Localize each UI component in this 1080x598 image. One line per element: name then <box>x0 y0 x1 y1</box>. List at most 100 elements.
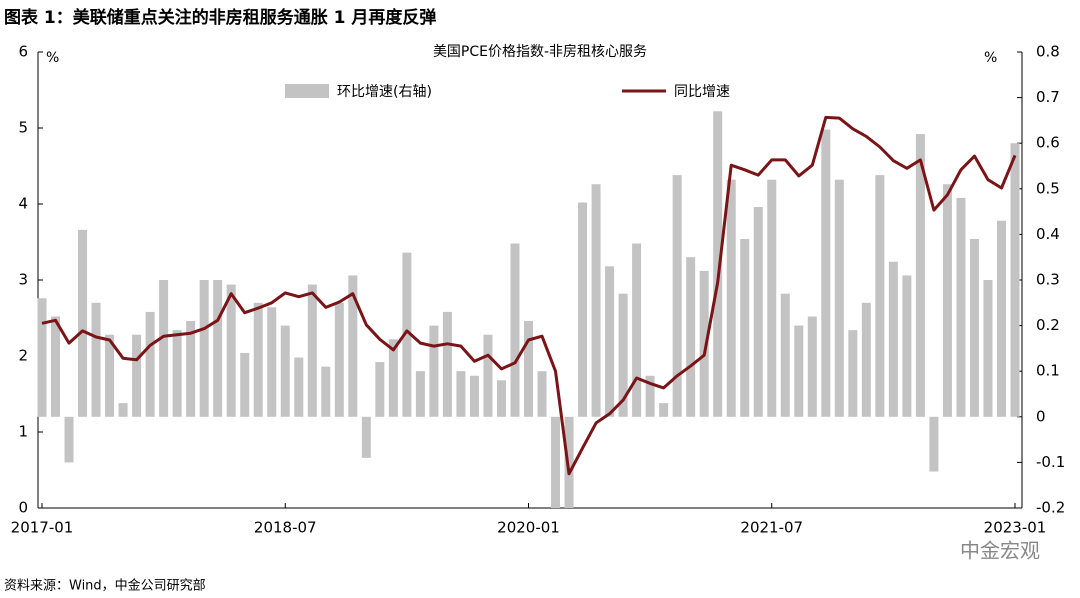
bar <box>118 403 128 417</box>
bar <box>915 134 925 417</box>
bar <box>780 293 790 417</box>
bar <box>483 334 493 417</box>
bar <box>834 179 844 417</box>
bar <box>699 270 709 417</box>
bar <box>348 275 358 417</box>
bar <box>672 175 682 417</box>
bar <box>821 129 831 417</box>
bar <box>105 334 115 417</box>
bar <box>361 416 371 458</box>
y2-tick-label: 0 <box>1036 407 1046 425</box>
bar <box>78 229 88 417</box>
bar <box>334 302 344 417</box>
bar <box>645 375 655 417</box>
bar <box>186 321 196 417</box>
bar <box>537 371 547 417</box>
bar <box>226 284 236 417</box>
bar <box>375 362 385 417</box>
bar <box>510 243 520 417</box>
bar <box>442 311 452 417</box>
bar <box>618 293 628 417</box>
y-tick-label: 2 <box>18 347 28 365</box>
bar <box>91 302 101 417</box>
bar <box>388 339 398 417</box>
legend-label: 环比增速(右轴) <box>337 84 432 100</box>
bar <box>861 302 871 417</box>
bar <box>496 380 506 417</box>
bar <box>253 302 263 417</box>
bar <box>740 238 750 417</box>
y-tick-label: 5 <box>18 119 28 137</box>
y2-tick-label: 0.1 <box>1036 362 1060 380</box>
bar <box>888 261 898 417</box>
bar <box>753 207 763 417</box>
bar <box>267 307 277 417</box>
bar <box>929 416 939 472</box>
bar <box>659 403 669 417</box>
y-tick-label: 1 <box>18 423 28 441</box>
bar <box>469 375 479 417</box>
y2-tick-label: -0.1 <box>1036 453 1065 471</box>
bar <box>524 321 533 417</box>
y2-tick-label: 0.4 <box>1036 225 1060 243</box>
legend-label: 同比增速 <box>674 84 730 100</box>
bar <box>199 280 209 417</box>
bar <box>307 284 317 417</box>
bar <box>942 184 952 417</box>
x-tick-label: 2020-01 <box>497 519 560 537</box>
chart-title: 美国PCE价格指数-非房租核心服务 <box>433 44 647 60</box>
bar <box>51 316 61 417</box>
x-tick-label: 2017-01 <box>11 519 74 537</box>
y-unit: % <box>46 50 59 66</box>
bar <box>605 266 615 417</box>
bar <box>956 197 966 417</box>
x-tick-label: 2023-01 <box>984 519 1047 537</box>
line <box>41 115 1017 476</box>
y-tick-label: 3 <box>18 271 28 289</box>
bar <box>429 325 439 417</box>
bar <box>145 311 155 417</box>
source: 资料来源：Wind，中金公司研究部 <box>4 578 206 594</box>
bar <box>875 175 885 417</box>
bar <box>37 298 47 417</box>
bar <box>321 366 331 417</box>
bar <box>578 202 588 417</box>
page-title: 图表 1：美联储重点关注的非房租服务通胀 1 月再度反弹 <box>4 7 436 28</box>
x-tick-label: 2018-07 <box>254 519 317 537</box>
bar <box>159 280 169 417</box>
bar <box>280 325 290 417</box>
y-tick-label: 6 <box>18 43 28 61</box>
bar <box>415 371 425 417</box>
y2-unit: % <box>984 50 997 66</box>
bar <box>551 416 561 508</box>
bar <box>713 111 723 417</box>
bar <box>794 325 804 417</box>
bar <box>64 416 74 463</box>
bar <box>172 330 182 417</box>
y2-tick-label: -0.2 <box>1036 499 1065 517</box>
y2-tick-label: 0.8 <box>1036 43 1060 61</box>
watermark: 中金宏观 <box>960 539 1040 563</box>
x-tick-label: 2021-07 <box>740 519 803 537</box>
bar <box>402 252 412 417</box>
bar <box>132 334 142 417</box>
bar <box>726 179 736 417</box>
bar <box>1010 143 1020 417</box>
y2-tick-label: 0.5 <box>1036 179 1060 197</box>
y2-tick-label: 0.2 <box>1036 316 1060 334</box>
bar <box>632 243 642 417</box>
bar <box>848 330 858 417</box>
bar <box>294 357 304 417</box>
y-tick-label: 0 <box>18 499 28 517</box>
bar <box>983 280 993 417</box>
bar <box>591 184 601 417</box>
bar <box>213 280 223 417</box>
y2-tick-label: 0.6 <box>1036 134 1060 152</box>
bar <box>564 416 574 508</box>
bar <box>996 220 1006 417</box>
legend-swatch <box>285 84 329 98</box>
y-tick-label: 4 <box>18 195 28 213</box>
bar <box>240 352 250 417</box>
bar <box>767 179 777 417</box>
